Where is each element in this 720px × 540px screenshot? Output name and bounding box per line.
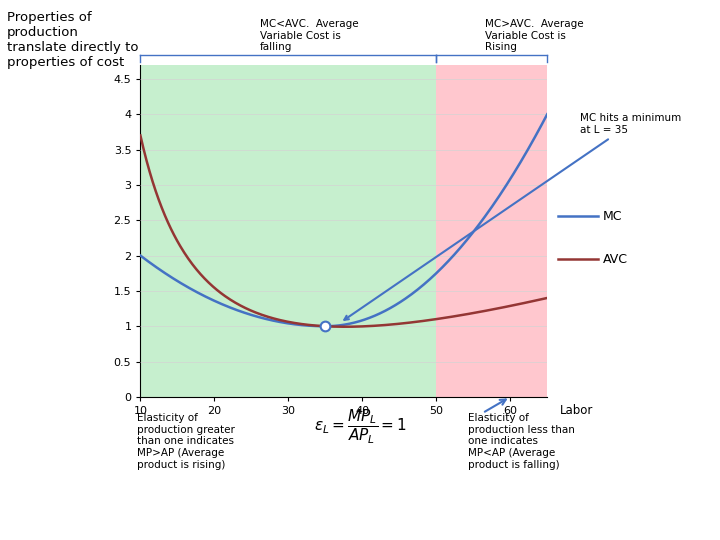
- Text: $\varepsilon_L = \dfrac{MP_L}{AP_L} = 1$: $\varepsilon_L = \dfrac{MP_L}{AP_L} = 1$: [313, 408, 407, 446]
- Text: AVC: AVC: [603, 253, 628, 266]
- Text: MC>AVC.  Average
Variable Cost is
Rising: MC>AVC. Average Variable Cost is Rising: [485, 19, 583, 52]
- Text: Elasticity of
production less than
one indicates
MP<AP (Average
product is falli: Elasticity of production less than one i…: [468, 413, 575, 469]
- Text: MC hits a minimum
at L = 35: MC hits a minimum at L = 35: [344, 113, 681, 320]
- Text: Elasticity of
production greater
than one indicates
MP>AP (Average
product is ri: Elasticity of production greater than on…: [137, 413, 235, 469]
- Bar: [140, 65, 436, 397]
- Text: MC: MC: [603, 210, 622, 222]
- Text: Properties of
production
translate directly to
properties of cost: Properties of production translate direc…: [7, 11, 139, 69]
- Text: Labor: Labor: [559, 403, 593, 416]
- Bar: [436, 65, 547, 397]
- Text: MC<AVC.  Average
Variable Cost is
falling: MC<AVC. Average Variable Cost is falling: [259, 19, 358, 52]
